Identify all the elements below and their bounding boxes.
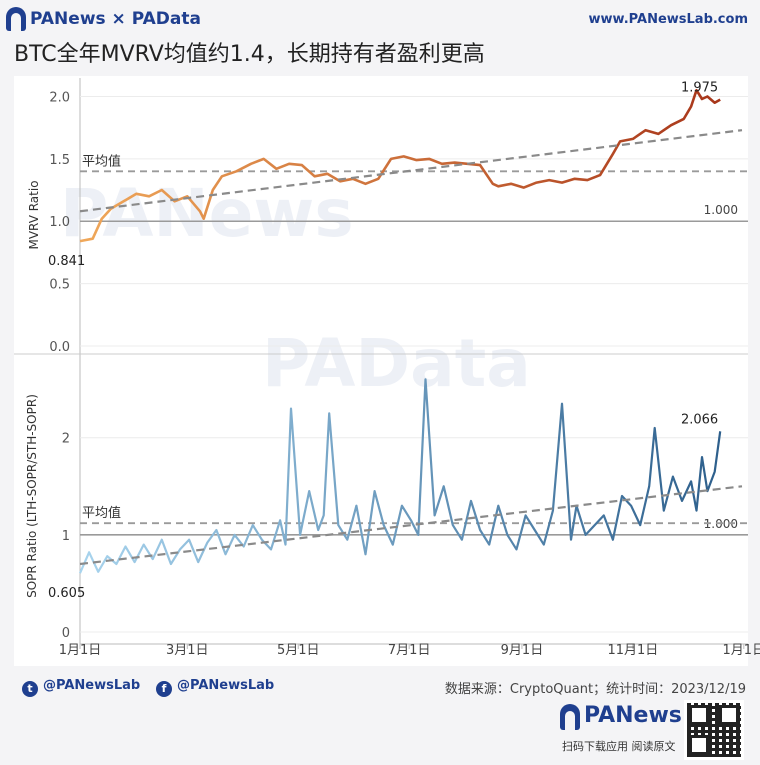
footer-row: t @PANewsLab f @PANewsLab 数据来源：CryptoQuant… xyxy=(0,676,760,697)
facebook-link[interactable]: f @PANewsLab xyxy=(156,678,274,697)
x-tick-label: 11月1日 xyxy=(607,643,658,658)
panews-n-icon xyxy=(560,704,580,730)
y-axis-label: MVRV Ratio xyxy=(27,180,41,249)
y-tick-label: 1.0 xyxy=(49,215,70,230)
y-tick-label: 0 xyxy=(62,626,70,641)
x-tick-label: 1月1日 xyxy=(723,643,760,658)
start-value-label: 0.841 xyxy=(48,254,85,269)
mean-label: 平均值 xyxy=(82,153,121,169)
watermark-panews: PANews xyxy=(60,175,354,252)
qr-corner xyxy=(689,735,709,755)
x-tick-label: 1月1日 xyxy=(59,643,102,658)
y-axis-label: SOPR Ratio (LTH-SOPR/STH-SOPR) xyxy=(25,394,39,598)
y-tick-label: 2 xyxy=(62,432,70,447)
end-value-label: 2.066 xyxy=(681,412,718,427)
facebook-icon: f xyxy=(156,681,172,697)
twitter-handle: @PANewsLab xyxy=(43,678,141,693)
top-bar: PANews × PAData www.PANewsLab.com xyxy=(0,6,760,32)
y-tick-label: 2.0 xyxy=(49,90,70,105)
chart-panels: 0.0 0.5 1.0 1.5 2.0 MVRV Ratio 1.000 平均值 0.841 1.… xyxy=(14,78,760,658)
watermark-padata: PAData xyxy=(262,325,531,402)
y-tick-label: 0.5 xyxy=(49,278,70,293)
x-tick-label: 7月1日 xyxy=(388,643,431,658)
scan-text: 扫码下载应用 阅读原文 xyxy=(562,740,676,753)
twitter-link[interactable]: t @PANewsLab xyxy=(22,678,140,697)
y-tick-label: 1.5 xyxy=(49,153,70,168)
qr-corner xyxy=(719,705,739,725)
x-tick-label: 9月1日 xyxy=(501,643,544,658)
twitter-icon: t xyxy=(22,681,38,697)
end-value-label: 1.975 xyxy=(681,81,718,96)
data-source: 数据来源：CryptoQuant；统计时间：2023/12/19 xyxy=(444,682,746,697)
x-tick-label: 3月1日 xyxy=(166,643,209,658)
x-tick-label: 5月1日 xyxy=(277,643,320,658)
site-url[interactable]: www.PANewsLab.com xyxy=(588,12,748,27)
qr-code-icon[interactable] xyxy=(684,700,744,760)
qr-corner xyxy=(689,705,709,725)
mvrv-series-line xyxy=(79,88,721,243)
y-tick-label: 1 xyxy=(62,529,70,544)
bottom-logo-text: PANews xyxy=(584,703,682,728)
panews-logo-icon xyxy=(6,7,26,31)
brand-name: PANews × PAData xyxy=(30,9,201,29)
bottom-logo: PANews xyxy=(560,702,682,732)
start-value-label: 0.605 xyxy=(48,586,85,601)
trend-line xyxy=(79,129,743,213)
reference-label: 1.000 xyxy=(704,203,738,217)
y-tick-label: 0.0 xyxy=(49,340,70,355)
trend-line xyxy=(79,485,743,566)
chart-title: BTC全年MVRV均值约1.4，长期持有者盈利更高 xyxy=(14,42,485,67)
facebook-handle: @PANewsLab xyxy=(177,678,275,693)
mean-label: 平均值 xyxy=(82,505,121,521)
